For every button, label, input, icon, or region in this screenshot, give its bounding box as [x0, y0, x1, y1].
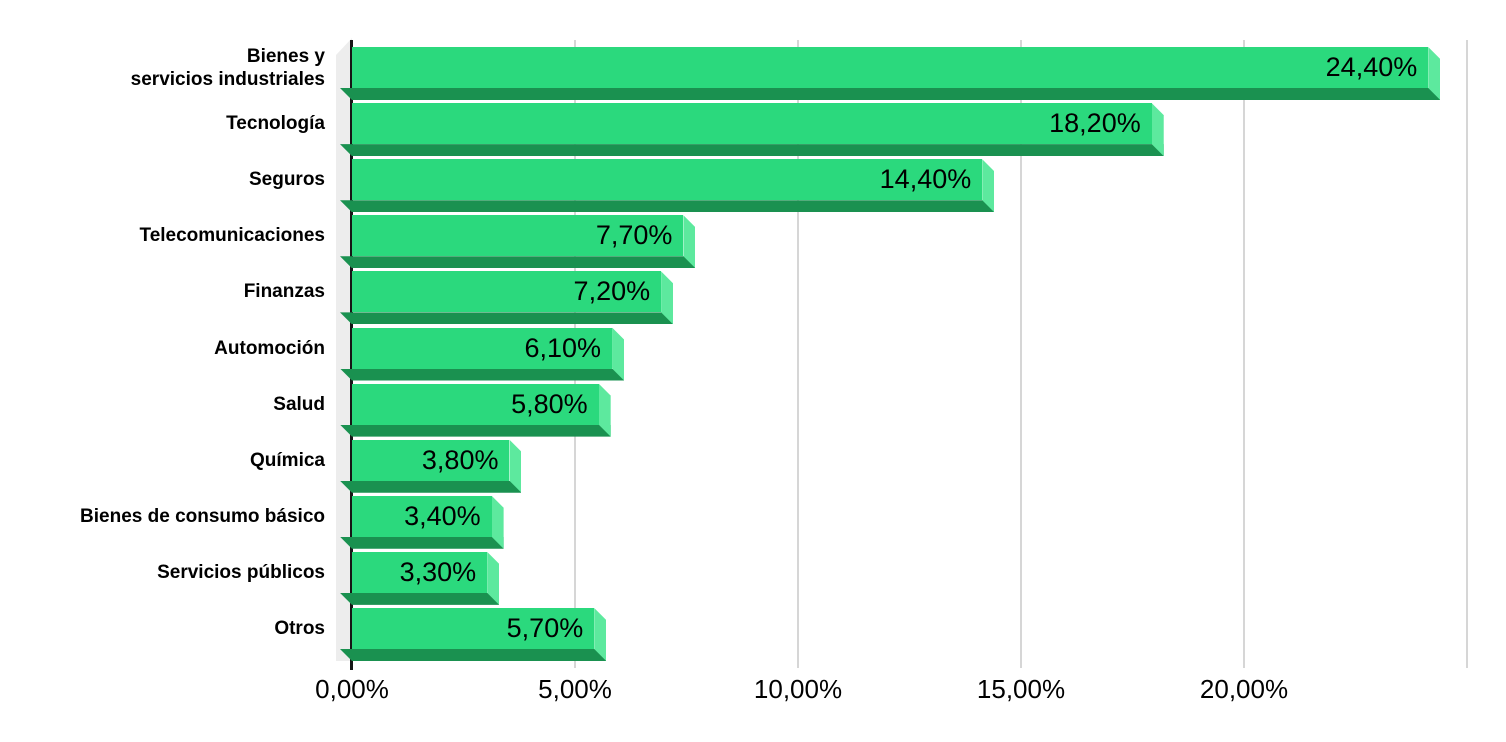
- gridline-10pct: [797, 40, 799, 668]
- bar-end-cap-3d: [509, 439, 522, 493]
- bar-end-cap-3d: [487, 551, 500, 605]
- category-label: Finanzas: [243, 281, 325, 303]
- axis-wall-3d: [336, 38, 352, 661]
- bar: 7,70%: [352, 215, 684, 257]
- bar-end-cap-3d: [1428, 47, 1441, 100]
- bar-end-cap-3d: [491, 495, 504, 549]
- category-label: Servicios públicos: [157, 561, 325, 583]
- value-label: 3,30%: [399, 556, 477, 587]
- category-label: Automoción: [214, 337, 325, 359]
- x-tick-label: 5,00%: [538, 674, 612, 704]
- bar-end-cap-3d: [683, 215, 696, 269]
- bar-bottom-face-3d: [340, 200, 995, 213]
- value-label: 5,80%: [511, 388, 588, 419]
- bar-end-cap-3d: [594, 608, 607, 661]
- bar: 7,20%: [352, 271, 662, 313]
- value-label: 18,20%: [1049, 108, 1141, 139]
- value-label: 7,70%: [595, 220, 673, 251]
- bar-end-cap-3d: [612, 327, 625, 381]
- bar-bottom-face-3d: [340, 424, 611, 437]
- bar: 6,10%: [352, 327, 613, 369]
- bar: 5,70%: [352, 608, 595, 649]
- bar-bottom-face-3d: [340, 536, 504, 549]
- bar: 18,20%: [352, 103, 1152, 145]
- bar-bottom-face-3d: [340, 144, 1164, 157]
- value-label: 6,10%: [524, 332, 602, 363]
- category-label: Telecomunicaciones: [139, 225, 326, 247]
- category-label: Otros: [274, 618, 325, 639]
- gridline-20pct: [1243, 40, 1245, 668]
- x-tick-label: 0,00%: [315, 674, 389, 704]
- category-label: Bienes de consumo básico: [80, 505, 325, 527]
- bar-end-cap-3d: [661, 271, 674, 325]
- value-label: 3,40%: [404, 500, 481, 531]
- value-label: 24,40%: [1325, 52, 1418, 82]
- x-tick-label: 15,00%: [976, 674, 1066, 704]
- bar-bottom-face-3d: [340, 368, 625, 381]
- gridline-15pct: [1020, 40, 1022, 668]
- bar: 14,40%: [352, 159, 983, 201]
- x-tick-label: 10,00%: [753, 674, 843, 704]
- bar-end-cap-3d: [598, 383, 611, 437]
- bar-end-cap-3d: [1151, 103, 1164, 157]
- bar: 5,80%: [352, 383, 599, 425]
- category-label: Bienes y servicios industriales: [130, 45, 325, 90]
- bar-bottom-face-3d: [340, 88, 1441, 100]
- bar-end-cap-3d: [982, 159, 995, 213]
- category-axis-line: [350, 40, 353, 670]
- bar-bottom-face-3d: [340, 256, 696, 269]
- value-label: 14,40%: [879, 164, 972, 195]
- bar-bottom-face-3d: [340, 649, 607, 661]
- bar: 3,80%: [352, 439, 510, 481]
- bar: 3,30%: [352, 551, 488, 593]
- value-label: 7,20%: [573, 276, 651, 307]
- bar-bottom-face-3d: [340, 592, 500, 605]
- bar-bottom-face-3d: [340, 480, 522, 493]
- x-tick-label: 20,00%: [1199, 674, 1289, 704]
- category-label: Salud: [273, 393, 325, 415]
- bar-bottom-face-3d: [340, 312, 674, 325]
- category-label: Tecnología: [226, 113, 325, 135]
- value-label: 3,80%: [421, 444, 499, 475]
- category-label: Química: [250, 449, 325, 471]
- value-label: 5,70%: [506, 613, 584, 643]
- category-label: Seguros: [248, 169, 325, 191]
- gridline-25pct: [1466, 40, 1468, 668]
- bar: 24,40%: [352, 47, 1429, 88]
- bar: 3,40%: [352, 495, 492, 537]
